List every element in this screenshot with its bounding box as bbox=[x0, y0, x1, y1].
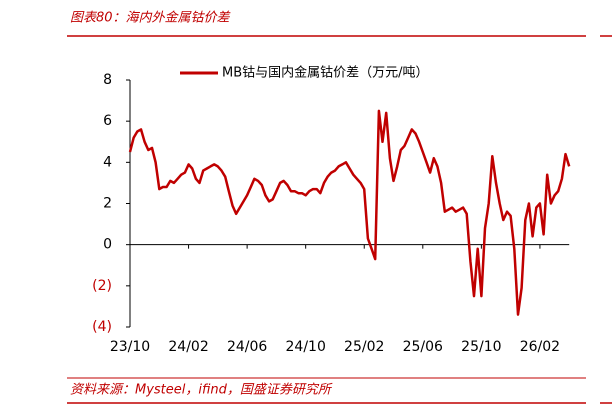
x-tick-label: 24/10 bbox=[286, 339, 326, 355]
x-tick-label: 26/02 bbox=[520, 339, 560, 355]
y-tick-label: (2) bbox=[92, 278, 112, 294]
x-tick-label: 25/02 bbox=[344, 339, 384, 355]
x-tick-label: 25/10 bbox=[461, 339, 501, 355]
y-tick-label: 8 bbox=[103, 72, 112, 88]
x-tick-label: 23/10 bbox=[110, 339, 150, 355]
data-line bbox=[128, 109, 571, 316]
y-tick-label: 4 bbox=[103, 154, 112, 170]
y-tick-label: 6 bbox=[103, 113, 112, 129]
x-tick-label: 25/06 bbox=[403, 339, 443, 355]
source-note: 资料来源：Mysteel，ifind，国盛证券研究所 bbox=[70, 382, 333, 398]
legend-label: MB钴与国内金属钴价差（万元/吨） bbox=[222, 65, 429, 81]
y-tick-label: (4) bbox=[92, 319, 112, 335]
y-tick-label: 0 bbox=[103, 237, 112, 253]
x-tick-label: 24/06 bbox=[227, 339, 267, 355]
x-tick-label: 24/02 bbox=[168, 339, 208, 355]
figure-title: 图表80：海内外金属钴价差 bbox=[70, 10, 232, 26]
y-tick-label: 2 bbox=[103, 196, 112, 212]
